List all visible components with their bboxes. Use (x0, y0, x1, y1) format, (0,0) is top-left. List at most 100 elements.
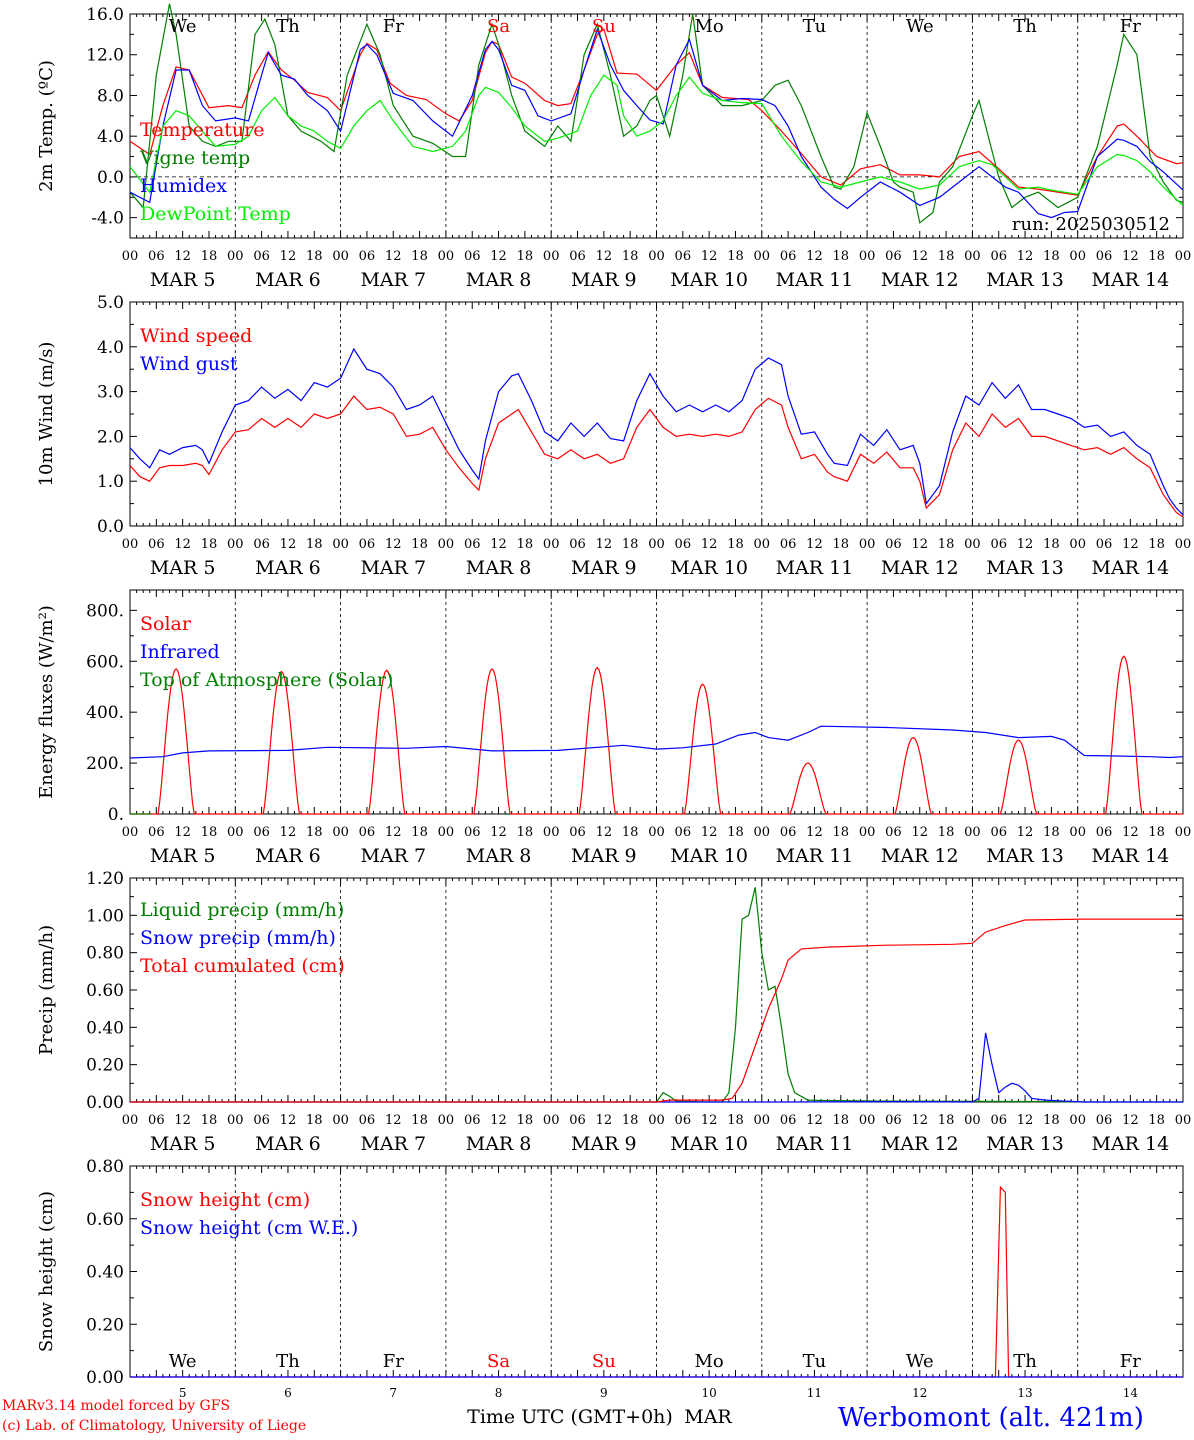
day-abbr: Tu (803, 1351, 827, 1372)
x-hour-label: 06 (675, 1113, 692, 1128)
x-date-label: MAR 14 (1091, 269, 1169, 291)
legend-entry: Snow height (cm) (140, 1189, 310, 1211)
x-hour-label: 06 (1096, 249, 1113, 264)
x-hour-label: 00 (227, 825, 244, 840)
y-tick-label: 12.0 (86, 46, 124, 66)
y-axis-label: Snow height (cm) (36, 1191, 57, 1352)
y-tick-label: 0.00 (86, 1093, 124, 1113)
x-date-label: MAR 8 (466, 1133, 532, 1155)
x-hour-label: 18 (1043, 537, 1060, 552)
legend-entry: Wind gust (140, 353, 238, 375)
x-hour-label: 12 (701, 537, 718, 552)
x-hour-label: 06 (569, 825, 586, 840)
y-tick-label: 0.60 (86, 981, 124, 1001)
x-hour-label: 18 (1148, 825, 1165, 840)
x-hour-label: 18 (411, 825, 428, 840)
day-abbr: Tu (803, 16, 827, 37)
x-hour-label: 00 (227, 249, 244, 264)
x-hour-label: 06 (359, 825, 376, 840)
y-tick-label: 2.0 (97, 427, 124, 447)
x-date-label: MAR 13 (986, 845, 1064, 867)
y-tick-label: 0.0 (97, 168, 124, 188)
panel-frame (129, 301, 1184, 527)
day-abbr: Fr (1120, 16, 1141, 37)
x-hour-label: 18 (727, 249, 744, 264)
x-date-label: MAR 12 (881, 269, 959, 291)
x-hour-label: 00 (754, 537, 771, 552)
y-axis-label: 2m Temp. (ºC) (36, 60, 57, 192)
x-hour-label: 18 (727, 537, 744, 552)
y-tick-label: 1.0 (97, 472, 124, 492)
x-hour-label: 00 (332, 249, 349, 264)
x-hour-label: 18 (201, 249, 218, 264)
x-date-label: MAR 7 (360, 845, 426, 867)
x-hour-label: 12 (1122, 537, 1139, 552)
x-date-label: MAR 13 (986, 557, 1064, 579)
x-hour-label: 12 (280, 1113, 297, 1128)
x-date-label: MAR 12 (881, 845, 959, 867)
x-date-label: MAR 14 (1091, 557, 1169, 579)
legend-entry: Solar (140, 613, 192, 635)
x-hour-label: 12 (385, 537, 402, 552)
x-hour-label: 00 (754, 825, 771, 840)
x-hour-label: 18 (727, 825, 744, 840)
x-day-number: 11 (807, 1386, 822, 1400)
series-line-wind-gust (129, 347, 1184, 516)
x-hour-label: 18 (833, 825, 850, 840)
x-hour-label: 12 (174, 249, 191, 264)
x-hour-label: 12 (490, 249, 507, 264)
x-hour-label: 00 (1069, 1113, 1086, 1128)
x-hour-label: 18 (1148, 249, 1165, 264)
x-hour-label: 00 (1069, 537, 1086, 552)
x-hour-label: 12 (806, 537, 823, 552)
x-hour-label: 00 (1175, 537, 1192, 552)
x-hour-label: 12 (596, 825, 613, 840)
x-date-label: MAR 7 (360, 557, 426, 579)
y-tick-label: 0.00 (86, 1368, 124, 1388)
x-hour-label: 12 (1122, 249, 1139, 264)
x-hour-label: 18 (411, 249, 428, 264)
x-date-label: MAR 5 (150, 845, 216, 867)
x-month-label: MAR (684, 1406, 732, 1428)
x-hour-label: 12 (806, 1113, 823, 1128)
x-hour-label: 06 (885, 825, 902, 840)
x-hour-label: 18 (411, 1113, 428, 1128)
series-line-temperature (129, 28, 1184, 196)
x-date-label: MAR 11 (776, 557, 854, 579)
x-hour-label: 06 (359, 249, 376, 264)
x-hour-label: 00 (332, 1113, 349, 1128)
y-tick-label: 0.0 (97, 517, 124, 537)
x-hour-label: 12 (1017, 537, 1034, 552)
x-date-label: MAR 11 (776, 269, 854, 291)
day-abbr: Th (276, 1351, 300, 1372)
x-date-label: MAR 10 (670, 845, 748, 867)
y-axis-label: Precip (mm/h) (36, 925, 57, 1055)
legend-entry: DewPoint Temp (140, 203, 291, 225)
x-hour-label: 06 (990, 825, 1007, 840)
x-hour-label: 00 (754, 1113, 771, 1128)
series-line-humidex (129, 27, 1184, 219)
x-hour-label: 00 (964, 825, 981, 840)
x-hour-label: 06 (990, 537, 1007, 552)
x-hour-label: 06 (148, 249, 165, 264)
day-abbr: We (906, 16, 934, 37)
legend-entry: Snow height (cm W.E.) (140, 1217, 358, 1239)
panel-3 (129, 589, 1184, 815)
x-hour-label: 00 (332, 825, 349, 840)
x-hour-label: 00 (122, 537, 139, 552)
y-tick-label: 0.20 (86, 1315, 124, 1335)
x-hour-label: 00 (438, 1113, 455, 1128)
x-hour-label: 06 (464, 825, 481, 840)
x-hour-label: 06 (569, 249, 586, 264)
x-hour-label: 18 (833, 537, 850, 552)
x-hour-label: 06 (359, 537, 376, 552)
x-hour-label: 18 (1043, 249, 1060, 264)
x-hour-label: 00 (1069, 825, 1086, 840)
series-line-vigne-temp (129, 3, 1184, 224)
legend-entry: Humidex (140, 175, 227, 197)
x-hour-label: 00 (122, 249, 139, 264)
x-hour-label: 06 (885, 249, 902, 264)
legend-entry: Liquid precip (mm/h) (140, 899, 344, 921)
x-hour-label: 12 (490, 537, 507, 552)
